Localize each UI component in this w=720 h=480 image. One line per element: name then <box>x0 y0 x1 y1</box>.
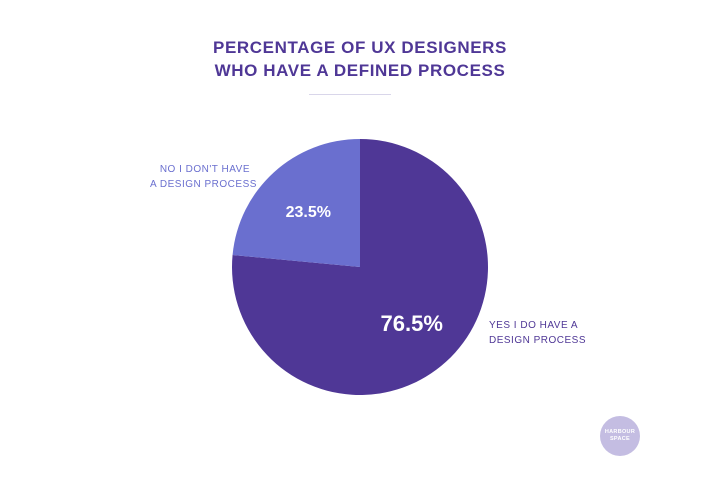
chart-title-line-2: WHO HAVE A DEFINED PROCESS <box>214 61 506 80</box>
legend-label-yes-line-1: YES I DO HAVE A <box>489 320 579 331</box>
legend-label-no-line-2: A DESIGN PROCESS <box>150 179 257 190</box>
harbour-space-logo: HARBOUR SPACE <box>600 416 640 456</box>
legend-label-yes-line-2: DESIGN PROCESS <box>489 335 587 346</box>
legend-label-yes: YES I DO HAVE A DESIGN PROCESS <box>489 318 586 348</box>
title-divider <box>309 94 391 95</box>
logo-line-1: HARBOUR <box>604 429 636 435</box>
legend-label-no-line-1: NO I DON'T HAVE <box>159 164 250 175</box>
chart-title-line-1: PERCENTAGE OF UX DESIGNERS <box>213 38 507 57</box>
pie-slice-no <box>232 139 360 267</box>
chart-title: PERCENTAGE OF UX DESIGNERS WHO HAVE A DE… <box>0 36 720 82</box>
pie-value-label-yes: 76.5% <box>381 311 443 336</box>
legend-label-no: NO I DON'T HAVE A DESIGN PROCESS <box>150 162 257 192</box>
logo-line-2: SPACE <box>609 436 631 442</box>
pie-slice-yes <box>232 139 489 395</box>
pie-value-label-no: 23.5% <box>286 204 331 221</box>
